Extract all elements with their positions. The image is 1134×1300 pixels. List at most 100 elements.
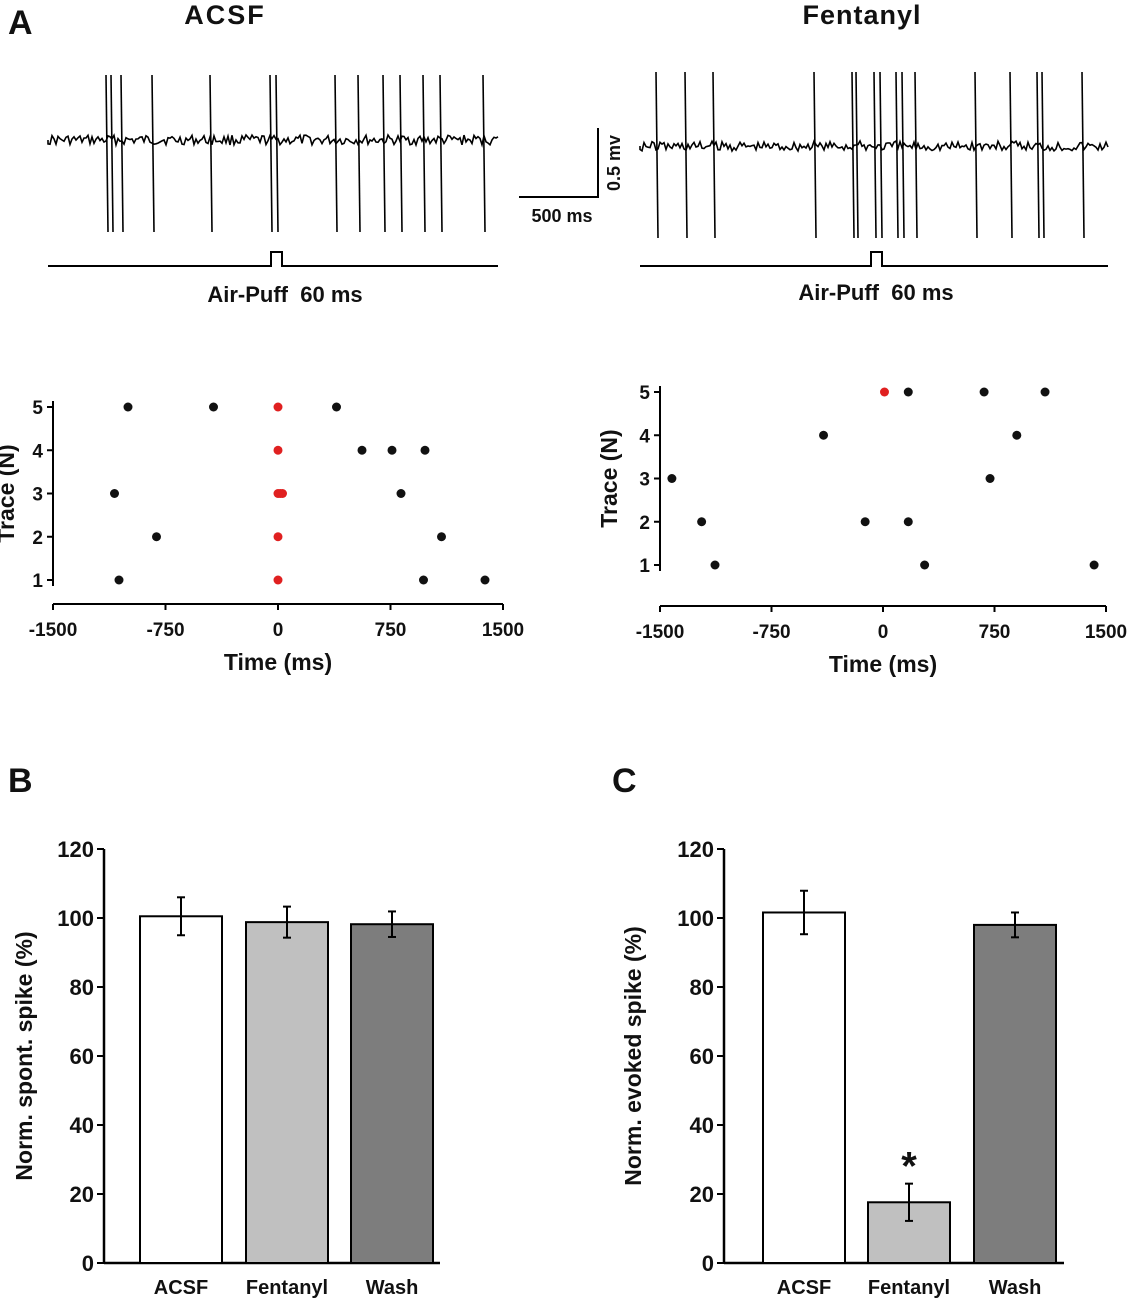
evoked-spike-dot — [879, 387, 889, 397]
spontaneous-spike-dot — [985, 474, 995, 483]
x-axis-label: Time (ms) — [224, 649, 332, 675]
scale-bar — [519, 128, 599, 198]
x-tick-label: -1500 — [29, 620, 78, 641]
spike-line — [914, 71, 918, 239]
y-tick-label: 120 — [57, 837, 94, 862]
y-tick-label: 1 — [639, 556, 650, 577]
evoked-spike-dot — [273, 532, 283, 542]
spontaneous-spike-dot — [903, 387, 913, 397]
y-axis-label: Norm. spont. spike (%) — [11, 931, 37, 1180]
scale-bar-voltage-label: 0.5 mv — [604, 135, 624, 191]
x-tick-label: 0 — [273, 620, 284, 641]
acsf-voltage-trace — [47, 74, 499, 233]
spike-line — [655, 71, 659, 239]
y-tick-label: 20 — [70, 1182, 94, 1207]
spike-line — [873, 71, 877, 239]
x-tick-label: -1500 — [636, 622, 685, 643]
spike-line — [151, 74, 155, 233]
spontaneous-spike-dot — [396, 489, 406, 498]
y-tick-label: 5 — [32, 398, 43, 419]
y-tick-label: 4 — [32, 441, 43, 462]
spontaneous-spike-dot — [332, 402, 341, 412]
y-tick-label: 1 — [32, 571, 43, 592]
evoked-spike-dot — [273, 402, 283, 412]
spike-line — [1009, 71, 1013, 239]
spontaneous-spike-dot — [860, 517, 870, 527]
spike-line — [895, 71, 899, 239]
spike-line — [1081, 71, 1085, 239]
y-tick-label: 60 — [70, 1044, 94, 1069]
x-tick-label: -750 — [752, 622, 790, 643]
spike-line — [855, 71, 859, 239]
spontaneous-spike-dot — [114, 575, 124, 585]
spontaneous-spike-dot — [357, 445, 367, 455]
spike-line — [974, 71, 978, 239]
spontaneous-spike-dot — [152, 532, 161, 542]
bar-acsf — [139, 915, 223, 1265]
spike-line — [209, 74, 213, 233]
spike-line — [482, 74, 486, 233]
spike-line — [105, 74, 109, 233]
fentanyl-voltage-trace — [639, 71, 1109, 239]
y-axis-label: Trace (N) — [0, 444, 19, 542]
y-tick-label: 2 — [32, 528, 43, 549]
spike-line — [901, 71, 905, 239]
fentanyl-trace-title: Fentanyl — [802, 0, 921, 30]
spike-line — [879, 71, 883, 239]
spontaneous-spike-dot — [819, 430, 829, 440]
y-axis-label: Norm. evoked spike (%) — [620, 926, 646, 1185]
acsf-trace-spikes — [105, 74, 486, 233]
spike-line — [1041, 71, 1045, 239]
spontaneous-spike-dot — [419, 575, 428, 585]
y-tick-label: 3 — [639, 470, 650, 491]
y-tick-label: 3 — [32, 485, 43, 506]
panel-label-a: A — [8, 4, 33, 42]
y-tick-label: 0 — [702, 1251, 714, 1276]
category-label: ACSF — [154, 1277, 208, 1299]
spike-line — [439, 74, 443, 233]
y-axis-label: Trace (N) — [596, 429, 622, 527]
acsf-stimulus-line — [48, 251, 498, 267]
spontaneous-spike-dot — [437, 532, 446, 542]
evoked-spike-dot — [273, 575, 283, 585]
panel-label-c: C — [612, 762, 637, 800]
x-tick-label: -750 — [146, 620, 184, 641]
spontaneous-spike-dot — [1040, 387, 1050, 397]
spontaneous-spike-dot — [420, 445, 430, 455]
category-label: Wash — [366, 1277, 419, 1299]
spontaneous-spike-dot — [123, 402, 133, 412]
y-tick-label: 60 — [690, 1044, 714, 1069]
spontaneous-spike-dot — [903, 517, 913, 527]
spontaneous-spike-dot — [979, 387, 989, 397]
raster-plot-acsf: 1 2 3 4 5 -1500 -750 0 750 1500 Time (ms) Trace (N) — [0, 398, 524, 675]
spontaneous-spike-dot — [209, 402, 218, 412]
bar-wash — [350, 923, 434, 1265]
acsf-trace-baseline — [47, 132, 499, 149]
y-tick-label: 100 — [677, 906, 714, 931]
spontaneous-spike-dot — [387, 445, 397, 455]
y-tick-label: 4 — [639, 426, 650, 447]
spike-line — [813, 71, 817, 239]
y-tick-label: 2 — [639, 513, 650, 534]
evoked-spike-dot — [273, 445, 283, 455]
category-label: Wash — [989, 1277, 1042, 1299]
bar-chart-evoked: 0 20 40 60 80 100 120 Norm. evoked spike (%) ACS… — [620, 837, 1064, 1299]
spike-line — [851, 71, 855, 239]
spike-line — [422, 74, 426, 233]
raster-plot-fentanyl: 1 2 3 4 5 -1500 -750 0 750 1500 Time (ms) Trace (N) — [596, 383, 1127, 677]
spike-line — [275, 74, 279, 233]
spontaneous-spike-dot — [1089, 560, 1099, 570]
x-tick-label: 1500 — [482, 620, 524, 641]
acsf-stimulus-label: Air-Puff 60 ms — [207, 282, 362, 307]
spike-line — [120, 74, 124, 233]
spike-line — [269, 74, 273, 233]
category-label: ACSF — [777, 1277, 831, 1299]
spontaneous-spike-dot — [697, 517, 707, 527]
x-tick-label: 750 — [375, 620, 407, 641]
spike-line — [334, 74, 338, 233]
bar-wash — [973, 923, 1057, 1265]
fentanyl-stimulus-line — [640, 251, 1108, 267]
y-tick-label: 100 — [57, 906, 94, 931]
spontaneous-spike-dot — [667, 474, 677, 483]
y-tick-label: 20 — [690, 1182, 714, 1207]
